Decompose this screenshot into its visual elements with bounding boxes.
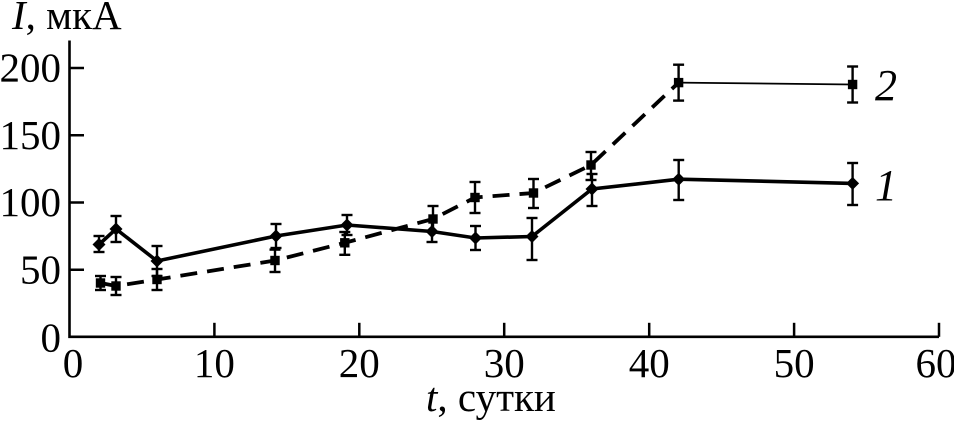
svg-text:50: 50 xyxy=(774,340,815,386)
svg-text:20: 20 xyxy=(339,340,380,386)
svg-text:30: 30 xyxy=(484,340,525,386)
svg-text:2: 2 xyxy=(875,61,897,110)
svg-text:0: 0 xyxy=(63,340,84,386)
svg-text:10: 10 xyxy=(194,340,235,386)
svg-text:I, мкА: I, мкА xyxy=(11,0,122,38)
svg-text:t, сутки: t, сутки xyxy=(426,374,556,420)
svg-text:0: 0 xyxy=(41,315,62,361)
svg-text:40: 40 xyxy=(629,340,670,386)
svg-text:1: 1 xyxy=(875,161,897,210)
svg-text:150: 150 xyxy=(0,112,61,158)
svg-text:50: 50 xyxy=(20,246,61,292)
svg-text:200: 200 xyxy=(0,45,61,91)
svg-text:100: 100 xyxy=(0,179,61,225)
svg-text:60: 60 xyxy=(916,340,954,386)
